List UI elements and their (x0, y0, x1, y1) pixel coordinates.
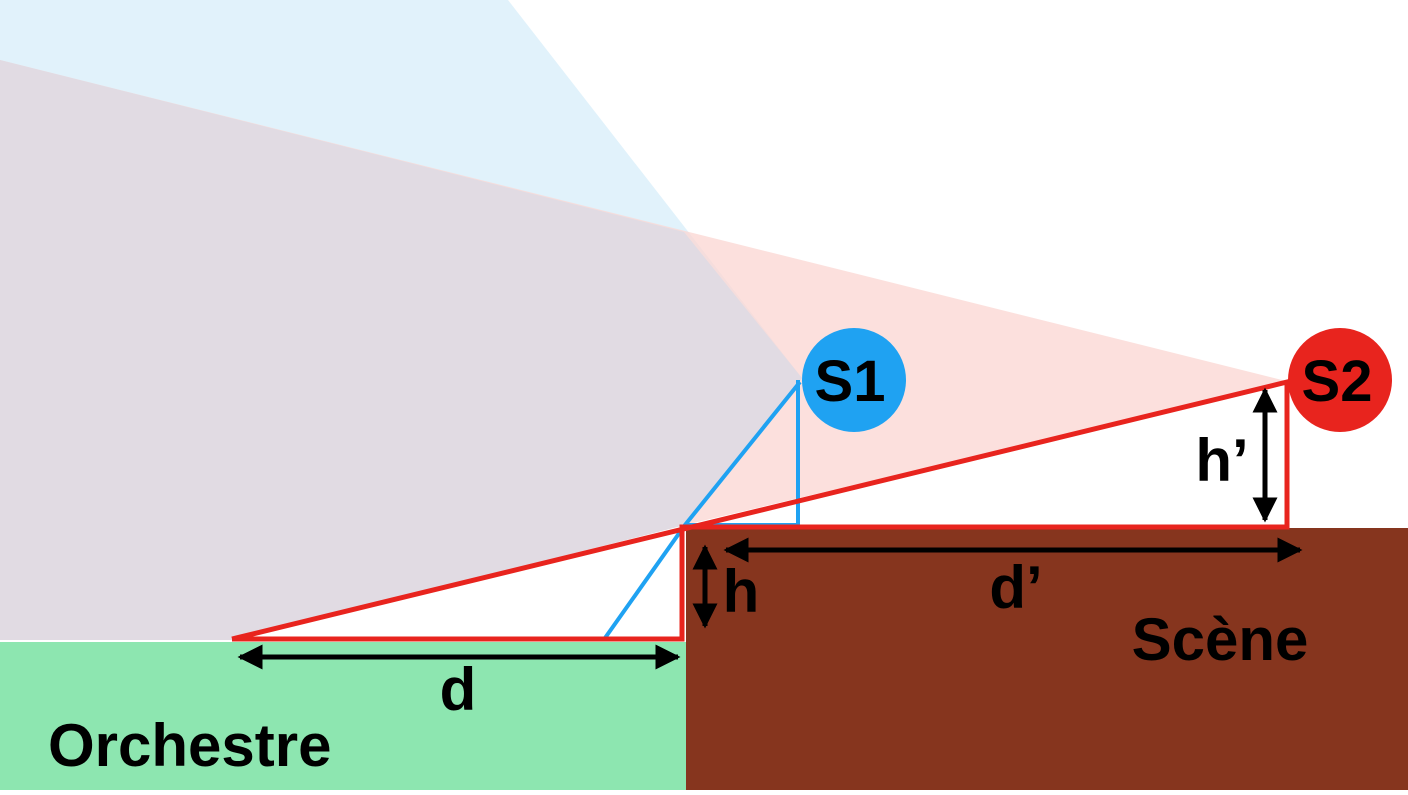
h-label: h (723, 558, 760, 625)
s1-circle (802, 328, 906, 432)
d-label: d (440, 656, 477, 723)
s2-sight-triangle (231, 378, 1290, 642)
d-prime-label: d’ (989, 554, 1042, 621)
scene-label: Scène (1132, 606, 1309, 673)
s2-label: S2 (1302, 349, 1373, 414)
s2-circle (1288, 328, 1392, 432)
overlap-zone (0, 60, 802, 640)
s1-label: S1 (815, 349, 886, 414)
orchestre-label: Orchestre (48, 712, 331, 779)
scene-floor (686, 528, 1408, 790)
h-prime-label: h’ (1195, 427, 1248, 494)
